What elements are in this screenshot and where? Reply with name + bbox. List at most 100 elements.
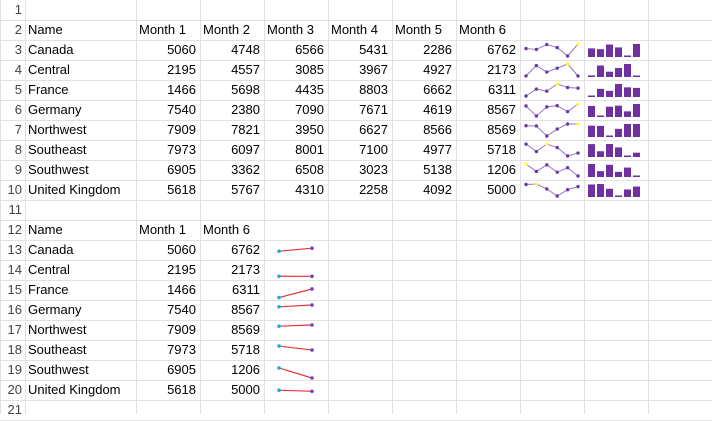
value-cell[interactable]: 3023 [331,160,388,180]
column-header-cell[interactable]: Month 3 [267,20,324,40]
value-cell[interactable]: 5718 [203,340,260,360]
row-header[interactable]: 1 [0,0,22,20]
slope-sparkline[interactable] [264,380,328,400]
value-cell[interactable]: 4557 [203,60,260,80]
row-header[interactable]: 5 [0,80,22,100]
slope-sparkline[interactable] [264,320,328,340]
value-cell[interactable]: 7973 [139,140,196,160]
column-sparkline[interactable] [584,80,648,100]
value-cell[interactable]: 8569 [203,320,260,340]
value-cell[interactable]: 5431 [331,40,388,60]
value-cell[interactable]: 5060 [139,40,196,60]
value-cell[interactable]: 4435 [267,80,324,100]
value-cell[interactable]: 6097 [203,140,260,160]
column-sparkline[interactable] [584,120,648,140]
value-cell[interactable]: 1466 [139,280,196,300]
value-cell[interactable]: 6566 [267,40,324,60]
value-cell[interactable]: 7671 [331,100,388,120]
value-cell[interactable]: 6508 [267,160,324,180]
value-cell[interactable]: 8566 [395,120,452,140]
name-cell[interactable]: Central [28,260,132,280]
line-sparkline[interactable] [520,120,584,140]
value-cell[interactable]: 8803 [331,80,388,100]
value-cell[interactable]: 6762 [203,240,260,260]
row-header[interactable]: 6 [0,100,22,120]
value-cell[interactable]: 7909 [139,120,196,140]
name-cell[interactable]: Germany [28,100,132,120]
value-cell[interactable]: 3950 [267,120,324,140]
name-cell[interactable]: Southwest [28,360,132,380]
value-cell[interactable]: 6762 [459,40,516,60]
row-header[interactable]: 20 [0,380,22,400]
column-header-cell[interactable]: Month 5 [395,20,452,40]
row-header[interactable]: 4 [0,60,22,80]
slope-sparkline[interactable] [264,240,328,260]
value-cell[interactable]: 5767 [203,180,260,200]
value-cell[interactable]: 7821 [203,120,260,140]
value-cell[interactable]: 5000 [459,180,516,200]
value-cell[interactable]: 8567 [203,300,260,320]
name-cell[interactable]: Germany [28,300,132,320]
value-cell[interactable]: 5000 [203,380,260,400]
line-sparkline[interactable] [520,40,584,60]
value-cell[interactable]: 8001 [267,140,324,160]
value-cell[interactable]: 5060 [139,240,196,260]
row-header[interactable]: 21 [0,400,22,420]
value-cell[interactable]: 2195 [139,60,196,80]
row-header[interactable]: 11 [0,200,22,220]
column-sparkline[interactable] [584,60,648,80]
column-header-cell[interactable]: Month 4 [331,20,388,40]
slope-sparkline[interactable] [264,300,328,320]
value-cell[interactable]: 5618 [139,380,196,400]
line-sparkline[interactable] [520,60,584,80]
value-cell[interactable]: 3362 [203,160,260,180]
value-cell[interactable]: 7540 [139,300,196,320]
name-cell[interactable]: France [28,80,132,100]
value-cell[interactable]: 4619 [395,100,452,120]
row-header[interactable]: 8 [0,140,22,160]
row-header[interactable]: 3 [0,40,22,60]
value-cell[interactable]: 1466 [139,80,196,100]
column-header-cell[interactable]: Name [28,220,132,240]
row-header[interactable]: 2 [0,20,22,40]
slope-sparkline[interactable] [264,260,328,280]
value-cell[interactable]: 4748 [203,40,260,60]
value-cell[interactable]: 6905 [139,360,196,380]
value-cell[interactable]: 6311 [203,280,260,300]
column-sparkline[interactable] [584,180,648,200]
value-cell[interactable]: 1206 [203,360,260,380]
value-cell[interactable]: 5698 [203,80,260,100]
slope-sparkline[interactable] [264,360,328,380]
value-cell[interactable]: 8569 [459,120,516,140]
name-cell[interactable]: Southeast [28,140,132,160]
column-sparkline[interactable] [584,100,648,120]
name-cell[interactable]: United Kingdom [28,180,132,200]
value-cell[interactable]: 6627 [331,120,388,140]
name-cell[interactable]: Central [28,60,132,80]
value-cell[interactable]: 4310 [267,180,324,200]
row-header[interactable]: 17 [0,320,22,340]
value-cell[interactable]: 3085 [267,60,324,80]
value-cell[interactable]: 7540 [139,100,196,120]
value-cell[interactable]: 2195 [139,260,196,280]
line-sparkline[interactable] [520,140,584,160]
column-header-cell[interactable]: Name [28,20,132,40]
value-cell[interactable]: 3967 [331,60,388,80]
row-header[interactable]: 18 [0,340,22,360]
column-sparkline[interactable] [584,160,648,180]
value-cell[interactable]: 7090 [267,100,324,120]
column-header-cell[interactable]: Month 1 [139,220,196,240]
value-cell[interactable]: 2286 [395,40,452,60]
column-sparkline[interactable] [584,40,648,60]
value-cell[interactable]: 2258 [331,180,388,200]
slope-sparkline[interactable] [264,340,328,360]
value-cell[interactable]: 4927 [395,60,452,80]
slope-sparkline[interactable] [264,280,328,300]
value-cell[interactable]: 2173 [459,60,516,80]
row-header[interactable]: 15 [0,280,22,300]
value-cell[interactable]: 7909 [139,320,196,340]
line-sparkline[interactable] [520,80,584,100]
value-cell[interactable]: 8567 [459,100,516,120]
value-cell[interactable]: 7973 [139,340,196,360]
row-header[interactable]: 14 [0,260,22,280]
